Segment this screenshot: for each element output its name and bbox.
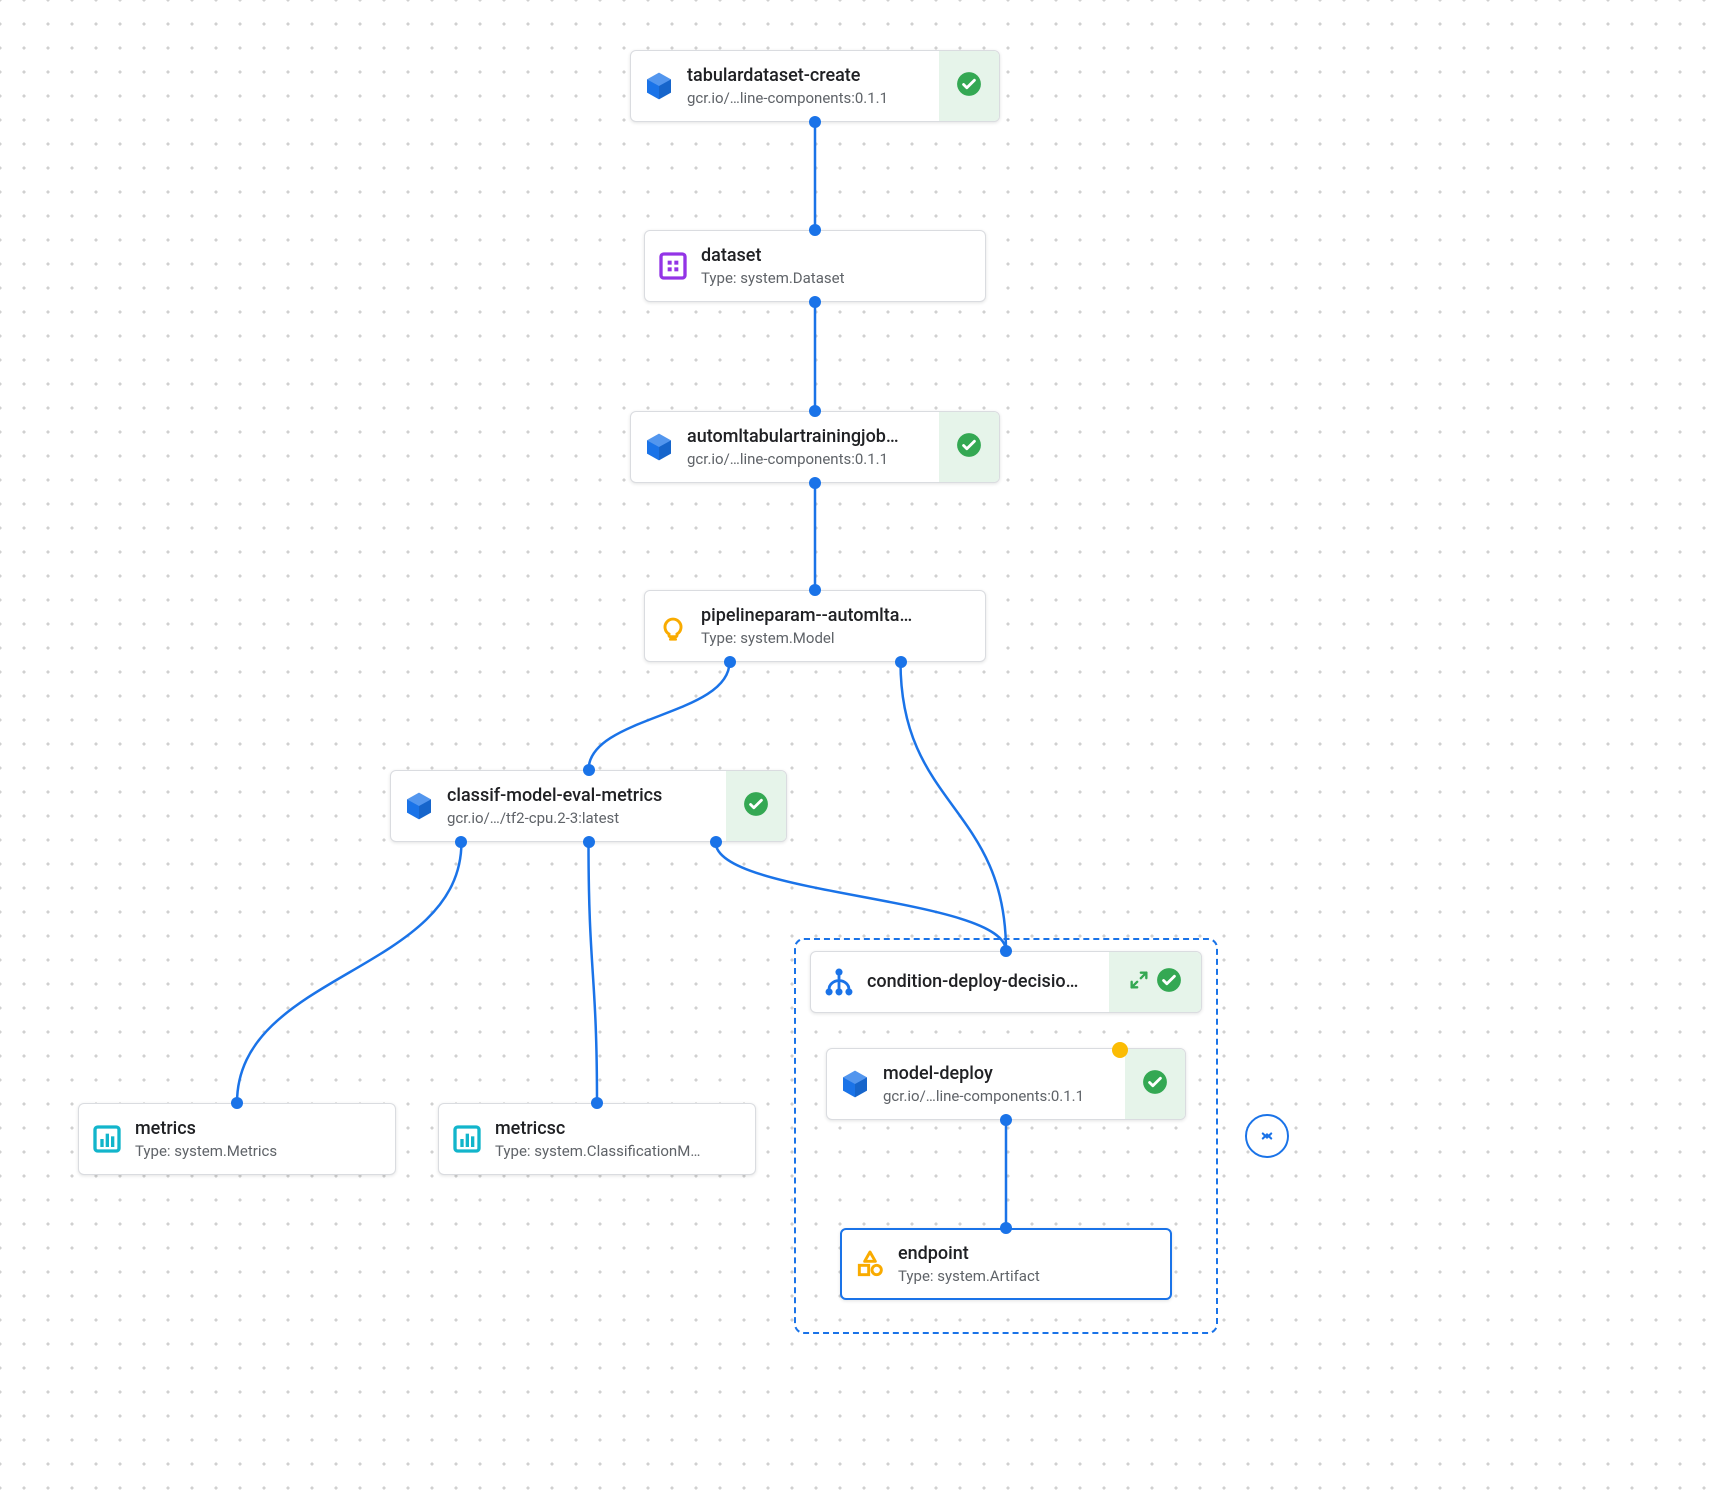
connection-port — [809, 296, 821, 308]
node-title: condition-deploy-decisio… — [867, 970, 1078, 993]
connection-port — [455, 836, 467, 848]
connection-port — [809, 224, 821, 236]
node-subtitle: Type: system.ClassificationM… — [495, 1142, 751, 1162]
success-check-icon — [956, 432, 982, 462]
pipeline-node[interactable]: automltabulartrainingjob… gcr.io/…line-c… — [630, 411, 1000, 483]
node-title: dataset — [701, 244, 981, 267]
node-title: pipelineparam--automlta… — [701, 604, 981, 627]
node-title: tabulardataset-create — [687, 64, 935, 87]
node-subtitle: gcr.io/…line-components:0.1.1 — [687, 89, 935, 109]
node-body: metrics Type: system.Metrics — [135, 1107, 395, 1172]
node-body: dataset Type: system.Dataset — [701, 234, 985, 299]
success-check-icon — [1156, 967, 1182, 997]
connection-port — [583, 764, 595, 776]
node-status-success — [939, 51, 999, 121]
node-title: endpoint — [898, 1242, 1166, 1265]
connection-port — [1000, 1114, 1012, 1126]
pipeline-node[interactable]: metricsc Type: system.ClassificationM… — [438, 1103, 756, 1175]
node-body: endpoint Type: system.Artifact — [898, 1232, 1170, 1297]
pipeline-node[interactable]: condition-deploy-decisio… — [810, 951, 1202, 1013]
node-body: classif-model-eval-metrics gcr.io/…/tf2-… — [447, 774, 726, 839]
collapse-group-button[interactable] — [1245, 1114, 1289, 1158]
node-body: automltabulartrainingjob… gcr.io/…line-c… — [687, 415, 939, 480]
node-body: pipelineparam--automlta… Type: system.Mo… — [701, 594, 985, 659]
metrics-icon — [439, 1123, 495, 1155]
node-subtitle: gcr.io/…line-components:0.1.1 — [883, 1087, 1121, 1107]
pipeline-node[interactable]: model-deploy gcr.io/…line-components:0.1… — [826, 1048, 1186, 1120]
model-icon — [645, 610, 701, 642]
node-subtitle: Type: system.Model — [701, 629, 981, 649]
connection-port — [809, 405, 821, 417]
cube-icon — [827, 1068, 883, 1100]
connection-port — [895, 656, 907, 668]
connection-port — [809, 477, 821, 489]
node-body: tabulardataset-create gcr.io/…line-compo… — [687, 54, 939, 119]
node-subtitle: Type: system.Dataset — [701, 269, 981, 289]
node-subtitle: Type: system.Artifact — [898, 1267, 1166, 1287]
node-status-success — [726, 771, 786, 841]
connection-port — [809, 584, 821, 596]
node-status-success — [1109, 952, 1201, 1012]
node-title: metrics — [135, 1117, 391, 1140]
success-check-icon — [956, 71, 982, 101]
node-title: automltabulartrainingjob… — [687, 425, 935, 448]
condition-icon — [811, 965, 867, 999]
node-body: metricsc Type: system.ClassificationM… — [495, 1107, 755, 1172]
connection-port — [724, 656, 736, 668]
chevron-collapse-icon — [1257, 1126, 1277, 1146]
pipeline-node[interactable]: classif-model-eval-metrics gcr.io/…/tf2-… — [390, 770, 787, 842]
artifact-icon — [842, 1248, 898, 1280]
warning-dot-icon — [1112, 1042, 1128, 1058]
node-subtitle: gcr.io/…line-components:0.1.1 — [687, 450, 935, 470]
node-title: classif-model-eval-metrics — [447, 784, 722, 807]
connection-port — [1000, 1222, 1012, 1234]
cube-icon — [391, 790, 447, 822]
node-title: model-deploy — [883, 1062, 1121, 1085]
connection-port — [1000, 945, 1012, 957]
connection-port — [809, 116, 821, 128]
success-check-icon — [1142, 1069, 1168, 1099]
node-title: metricsc — [495, 1117, 751, 1140]
pipeline-canvas[interactable]: tabulardataset-create gcr.io/…line-compo… — [0, 0, 1712, 1504]
pipeline-node[interactable]: pipelineparam--automlta… Type: system.Mo… — [644, 590, 986, 662]
connection-port — [231, 1097, 243, 1109]
connection-port — [710, 836, 722, 848]
node-subtitle: Type: system.Metrics — [135, 1142, 391, 1162]
node-body: condition-deploy-decisio… — [867, 960, 1109, 1003]
connection-port — [591, 1097, 603, 1109]
pipeline-node[interactable]: endpoint Type: system.Artifact — [840, 1228, 1172, 1300]
expand-icon — [1128, 969, 1150, 995]
node-subtitle: gcr.io/…/tf2-cpu.2-3:latest — [447, 809, 722, 829]
pipeline-node[interactable]: metrics Type: system.Metrics — [78, 1103, 396, 1175]
pipeline-node[interactable]: dataset Type: system.Dataset — [644, 230, 986, 302]
connection-port — [583, 836, 595, 848]
node-status-success — [939, 412, 999, 482]
cube-icon — [631, 70, 687, 102]
metrics-icon — [79, 1123, 135, 1155]
node-body: model-deploy gcr.io/…line-components:0.1… — [883, 1052, 1125, 1117]
success-check-icon — [743, 791, 769, 821]
cube-icon — [631, 431, 687, 463]
pipeline-node[interactable]: tabulardataset-create gcr.io/…line-compo… — [630, 50, 1000, 122]
node-status-success — [1125, 1049, 1185, 1119]
dataset-icon — [645, 250, 701, 282]
